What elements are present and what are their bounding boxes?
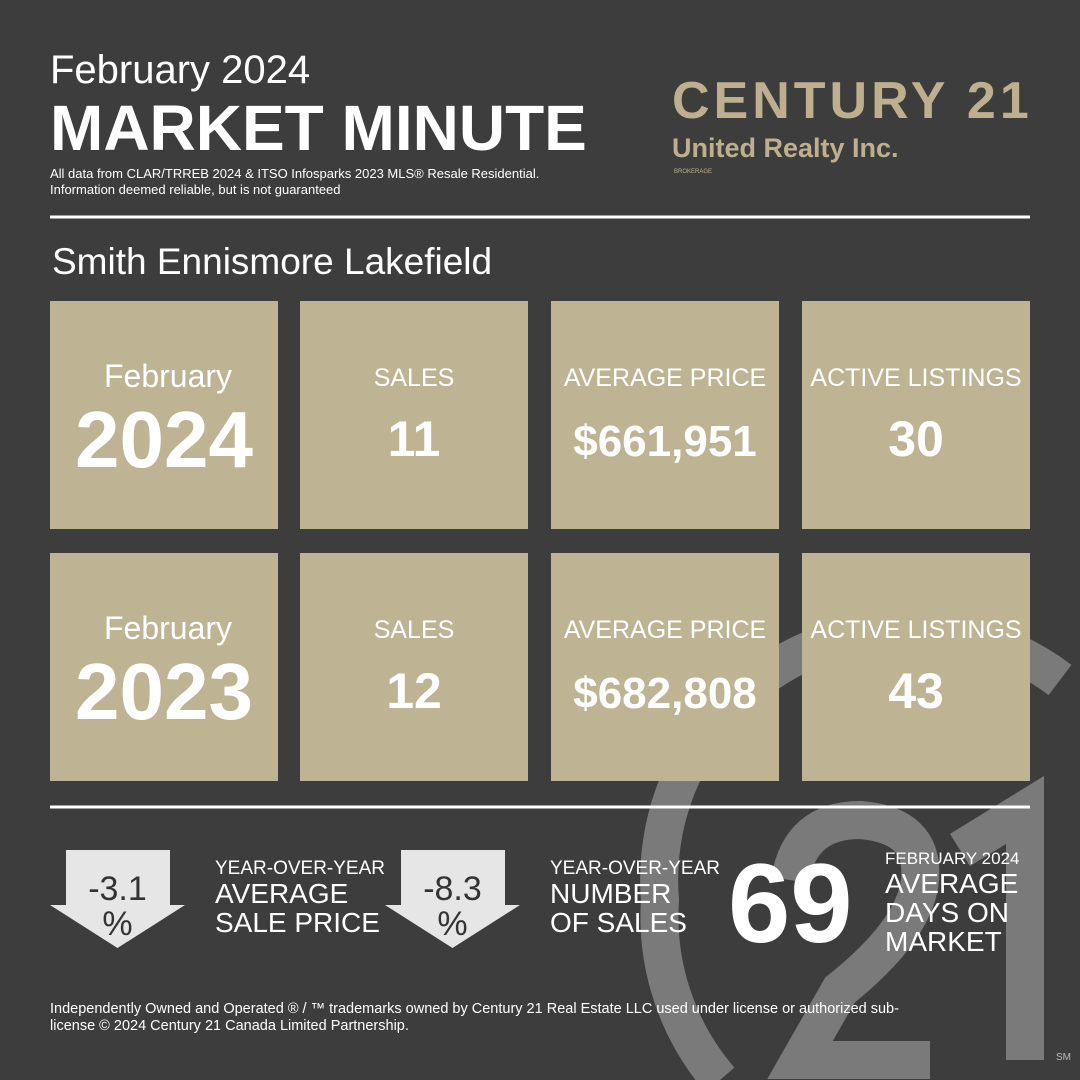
stat-value: $661,951 (573, 417, 757, 466)
footer-line: Independently Owned and Operated ® / ™ t… (50, 1001, 899, 1017)
header-title: MARKET MINUTE (50, 92, 587, 164)
stat-tile (551, 301, 779, 529)
change-label: AVERAGE (215, 878, 348, 909)
days-label: AVERAGE (885, 868, 1018, 899)
period-year: 2023 (75, 647, 253, 736)
change-label: NUMBER (550, 878, 671, 909)
period-month: February (104, 610, 232, 646)
period-month: February (104, 358, 232, 394)
stat-tile (802, 553, 1030, 781)
down-arrow (385, 850, 520, 948)
header-month: February 2024 (50, 48, 310, 92)
stat-tile (551, 553, 779, 781)
stat-value: 43 (888, 663, 944, 719)
change-label: YEAR-OVER-YEAR (550, 858, 720, 879)
stat-value: 12 (386, 663, 442, 719)
days-label: FEBRUARY 2024 (885, 849, 1020, 868)
change-value: -8.3 (423, 870, 482, 908)
watermark-two (767, 800, 940, 1079)
days-label: MARKET (885, 926, 1002, 957)
period-tile (50, 553, 278, 781)
region-name: Smith Ennismore Lakefield (52, 241, 492, 282)
down-arrow (50, 850, 185, 948)
change-unit: % (102, 905, 132, 943)
change-value: -3.1 (88, 870, 147, 908)
stat-label: SALES (374, 616, 455, 644)
stat-value: 30 (888, 411, 944, 467)
watermark-one (950, 775, 1044, 1060)
change-label: OF SALES (550, 907, 687, 938)
change-unit: % (437, 905, 467, 943)
logo-tagline: BROKERAGE (674, 169, 712, 175)
disclaimer-line: Information deemed reliable, but is not … (50, 182, 341, 197)
stat-label: ACTIVE LISTINGS (810, 364, 1021, 392)
logo-company: United Realty Inc. (672, 133, 899, 163)
days-label: DAYS ON (885, 897, 1009, 928)
period-year: 2024 (75, 395, 253, 484)
stat-tile (300, 301, 528, 529)
stat-tile (802, 301, 1030, 529)
stat-label: ACTIVE LISTINGS (810, 616, 1021, 644)
period-tile (50, 301, 278, 529)
stat-label: AVERAGE PRICE (564, 616, 766, 644)
footer-line: license © 2024 Century 21 Canada Limited… (50, 1018, 409, 1034)
stat-value: 11 (388, 411, 441, 467)
service-mark: SM (1056, 1052, 1071, 1063)
stat-label: AVERAGE PRICE (564, 364, 766, 392)
stat-label: SALES (374, 364, 455, 392)
change-label: SALE PRICE (215, 907, 380, 938)
stat-tile (300, 553, 528, 781)
logo-name: CENTURY 21 (672, 72, 1033, 130)
days-value: 69 (728, 841, 853, 966)
change-label: YEAR-OVER-YEAR (215, 858, 385, 879)
disclaimer-line: All data from CLAR/TRREB 2024 & ITSO Inf… (50, 166, 539, 181)
stat-value: $682,808 (573, 669, 757, 718)
